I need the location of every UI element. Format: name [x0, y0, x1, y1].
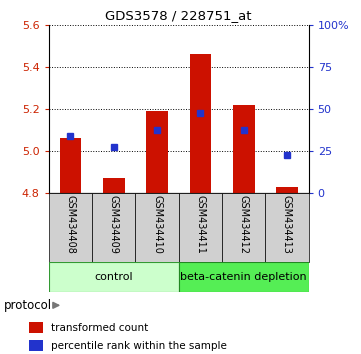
- FancyBboxPatch shape: [92, 193, 135, 262]
- Text: GSM434409: GSM434409: [109, 195, 119, 254]
- Bar: [60, 138, 81, 193]
- Bar: [146, 111, 168, 193]
- FancyBboxPatch shape: [222, 193, 265, 262]
- Title: GDS3578 / 228751_at: GDS3578 / 228751_at: [105, 9, 252, 22]
- Text: GSM434411: GSM434411: [195, 195, 205, 254]
- FancyBboxPatch shape: [265, 193, 309, 262]
- Text: GSM434408: GSM434408: [65, 195, 75, 254]
- Bar: [233, 105, 255, 193]
- Bar: [276, 187, 298, 193]
- Bar: [29, 340, 43, 351]
- Text: percentile rank within the sample: percentile rank within the sample: [51, 341, 226, 350]
- Text: protocol: protocol: [4, 299, 52, 312]
- FancyBboxPatch shape: [179, 262, 309, 292]
- Bar: [190, 54, 211, 193]
- Text: GSM434410: GSM434410: [152, 195, 162, 254]
- FancyBboxPatch shape: [49, 193, 92, 262]
- Text: GSM434413: GSM434413: [282, 195, 292, 254]
- Text: GSM434412: GSM434412: [239, 195, 249, 254]
- Bar: [103, 178, 125, 193]
- Text: beta-catenin depletion: beta-catenin depletion: [180, 272, 307, 282]
- Text: transformed count: transformed count: [51, 323, 148, 333]
- Text: control: control: [95, 272, 133, 282]
- FancyBboxPatch shape: [179, 193, 222, 262]
- Bar: [29, 322, 43, 333]
- FancyBboxPatch shape: [135, 193, 179, 262]
- FancyBboxPatch shape: [49, 262, 179, 292]
